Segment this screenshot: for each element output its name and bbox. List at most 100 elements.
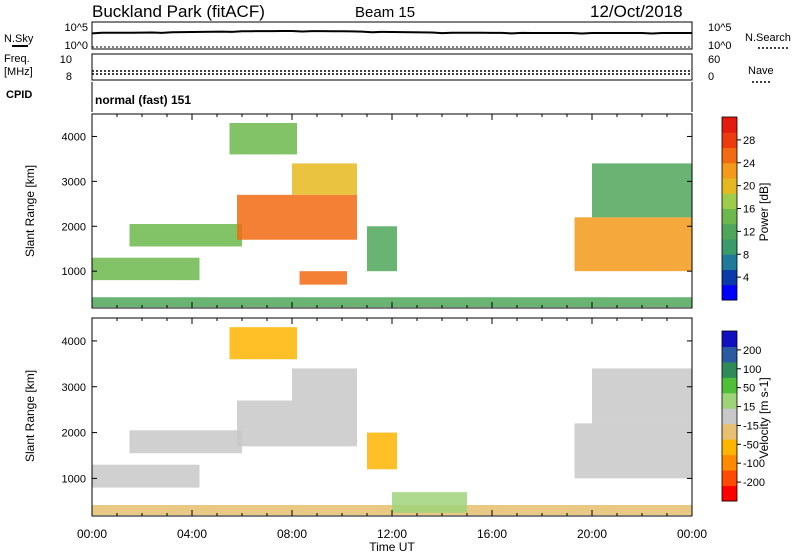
power-colorbar-tick-label-0: 28 <box>743 135 755 147</box>
power-echo-region-7 <box>367 226 397 272</box>
time-tick-label-3: 12:00 <box>377 527 407 541</box>
time-tick-label-2: 08:00 <box>277 527 307 541</box>
velocity-colorbar-segment-5 <box>722 408 737 425</box>
velocity-colorbar-segment-0 <box>722 485 737 502</box>
cpid-panel: CPID normal (fast) 151 <box>6 82 693 112</box>
power-colorbar-segment-6 <box>722 193 737 209</box>
power-colorbar-segment-8 <box>722 162 737 179</box>
power-colorbar-tick-label-5: 8 <box>743 249 749 261</box>
time-tick-label-1: 04:00 <box>177 527 207 541</box>
velocity-colorbar-tick-label-4: -15 <box>743 420 759 432</box>
velocity-y-axis: 1000 2000 3000 4000 <box>62 336 692 485</box>
nsky-right-tick-bottom: 10^0 <box>708 40 732 52</box>
power-colorbar-segment-10 <box>722 132 737 148</box>
freq-right-tick-bottom: 0 <box>708 71 714 83</box>
velocity-y-tick-label-1: 2000 <box>62 428 86 440</box>
power-colorbar-tick-label-1: 24 <box>743 158 755 170</box>
time-tick-label-6: 00:00 <box>677 527 707 541</box>
velocity-colorbar-tick-label-0: 200 <box>743 345 761 357</box>
power-echo-region-2 <box>129 224 242 247</box>
velocity-colorbar-segment-3 <box>722 439 737 456</box>
power-echo-region-8 <box>574 217 692 272</box>
freq-label-line1: Freq. <box>4 53 30 65</box>
freq-label-line2: [MHz] <box>4 66 33 78</box>
time-tick-label-5: 20:00 <box>577 527 607 541</box>
velocity-colorbar-tick-label-3: 15 <box>743 402 755 414</box>
nsky-right-tick-top: 10^5 <box>708 22 732 34</box>
power-colorbar-label: Power [dB] <box>757 183 771 242</box>
power-colorbar-segment-7 <box>722 178 737 194</box>
freq-right-tick-top: 60 <box>708 54 720 66</box>
velocity-colorbar-segment-8 <box>722 361 737 378</box>
velocity-echo-region-7 <box>392 492 467 513</box>
power-echo-region-3 <box>237 194 357 240</box>
site-title: Buckland Park (fitACF) <box>92 2 265 21</box>
velocity-colorbar: 200 100 50 15 -15 -50 -100 -200 <box>721 330 765 502</box>
date-label: 12/Oct/2018 <box>590 2 683 21</box>
nsky-frame <box>91 21 693 50</box>
velocity-y-axis-label: Slant Range [km] <box>23 370 37 462</box>
velocity-colorbar-segment-2 <box>722 454 737 471</box>
nsky-panel: N.Sky 10^5 10^0 10^5 10^0 N.Search <box>4 21 791 52</box>
freq-left-tick-top: 10 <box>60 54 72 66</box>
nsky-trace <box>91 30 692 35</box>
velocity-colorbar-segment-7 <box>722 377 737 394</box>
velocity-echo-region-9 <box>592 368 692 424</box>
velocity-colorbar-segment-9 <box>722 346 737 363</box>
power-y-tick-label-2: 3000 <box>62 176 86 188</box>
power-echo-region-1 <box>92 257 200 281</box>
freq-left-tick-bottom: 8 <box>66 71 72 83</box>
velocity-colorbar-segment-4 <box>722 423 737 440</box>
power-y-tick-label-0: 1000 <box>62 266 86 278</box>
nsky-left-tick-top: 10^5 <box>64 22 88 34</box>
power-colorbar-tick-label-6: 4 <box>743 272 749 284</box>
velocity-plot-frame <box>91 317 693 517</box>
power-echo-region-9 <box>592 163 692 218</box>
power-y-axis-label: Slant Range [km] <box>23 165 37 257</box>
power-colorbar-tick-label-4: 12 <box>743 226 755 238</box>
velocity-colorbar-frame <box>721 330 738 502</box>
velocity-colorbar-tick-label-2: 50 <box>743 383 755 395</box>
velocity-colorbar-segment-1 <box>722 470 737 487</box>
velocity-echo-region-2 <box>129 430 242 454</box>
time-tick-label-4: 16:00 <box>477 527 507 541</box>
power-colorbar-segment-3 <box>722 239 737 255</box>
cpid-value: normal (fast) 151 <box>95 93 191 107</box>
velocity-colorbar-tick-label-1: 100 <box>743 364 761 376</box>
power-echo-regions <box>92 122 692 308</box>
time-tick-label-0: 00:00 <box>77 527 107 541</box>
power-colorbar-tick-label-2: 20 <box>743 181 755 193</box>
power-y-tick-label-3: 4000 <box>62 131 86 143</box>
time-axis-ticks: 00:00 04:00 08:00 12:00 16:00 20:00 00:00 <box>77 527 707 541</box>
power-colorbar-segment-9 <box>722 147 737 164</box>
freq-frame <box>91 53 693 81</box>
velocity-echo-region-5 <box>229 327 297 360</box>
velocity-y-tick-label-3: 4000 <box>62 336 86 348</box>
velocity-echo-regions <box>92 327 692 516</box>
velocity-colorbar-segment-6 <box>722 392 737 409</box>
velocity-colorbar-tick-label-7: -200 <box>743 477 765 489</box>
freq-panel: Freq. [MHz] 10 8 60 0 Nave <box>4 53 774 83</box>
power-colorbar-segment-1 <box>722 269 737 286</box>
nsearch-label: N.Search <box>745 32 791 44</box>
velocity-echo-region-6 <box>367 432 397 470</box>
cpid-label: CPID <box>6 89 32 101</box>
nsky-label: N.Sky <box>4 33 34 45</box>
time-axis-label: Time UT <box>369 540 415 554</box>
power-echo-region-5 <box>229 122 297 155</box>
power-y-axis: 1000 2000 3000 4000 <box>62 131 692 278</box>
power-colorbar-segment-2 <box>722 254 737 270</box>
velocity-echo-region-8 <box>574 423 692 479</box>
velocity-echo-region-1 <box>92 464 200 488</box>
velocity-y-tick-label-2: 3000 <box>62 382 86 394</box>
power-echo-region-6 <box>299 271 347 285</box>
velocity-colorbar-tick-label-6: -100 <box>743 458 765 470</box>
power-plot-frame <box>91 113 693 309</box>
power-y-tick-label-1: 2000 <box>62 221 86 233</box>
velocity-colorbar-label: Velocity [m s-1] <box>757 377 771 458</box>
power-panel: 1000 2000 3000 4000 Slant Range [km] 28 24 20… <box>23 113 771 309</box>
nave-label: Nave <box>748 65 774 77</box>
power-colorbar: 28 24 20 16 12 8 4 <box>721 116 755 301</box>
velocity-echo-region-3 <box>237 400 357 447</box>
power-colorbar-segment-4 <box>722 223 737 240</box>
